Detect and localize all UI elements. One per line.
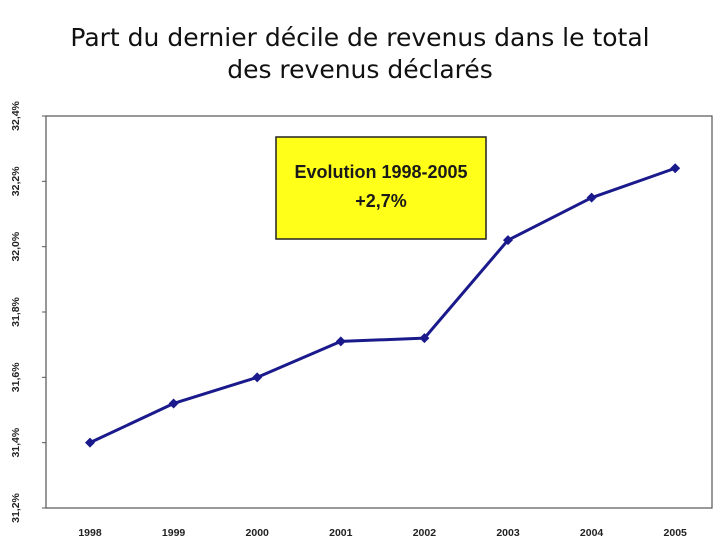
data-point-marker (252, 372, 263, 383)
series-markers (85, 163, 681, 448)
data-point-marker (586, 192, 597, 203)
x-tick-label: 1999 (162, 527, 186, 539)
y-tick-label: 32,0% (10, 231, 22, 261)
data-point-marker (503, 235, 513, 246)
x-axis-ticks: 1998 1999 2000 2001 2002 2003 2004 2005 (78, 527, 687, 539)
title-line-1: Part du dernier décile de revenus dans l… (70, 23, 650, 52)
x-tick-label: 2002 (413, 527, 437, 539)
x-tick-label: 1998 (78, 527, 102, 539)
y-tick-label: 31,8% (10, 296, 22, 326)
data-point-marker (335, 336, 346, 347)
data-point-marker (85, 437, 95, 448)
annotation-background (275, 136, 487, 240)
y-tick-label: 32,2% (10, 166, 22, 196)
x-tick-label: 2003 (496, 527, 520, 539)
series-line (89, 166, 676, 445)
x-tick-label: 2004 (580, 527, 604, 539)
y-tick-label: 31,4% (10, 427, 22, 457)
annotation-box: Evolution 1998-2005 +2,7% (275, 136, 487, 240)
title-line-2: des revenus déclarés (227, 55, 493, 84)
x-tick-label: 2005 (664, 527, 688, 539)
annotation-line-1: Evolution 1998-2005 (294, 162, 467, 182)
y-axis-ticks: 31,2% 31,4% 31,6% 31,8% 32,0% 32,2% 32,4% (10, 100, 46, 523)
y-tick-label: 31,2% (10, 492, 22, 522)
data-point-marker (419, 333, 430, 344)
annotation-line-2: +2,7% (355, 191, 407, 211)
y-tick-label: 31,6% (10, 362, 22, 392)
chart-title: Part du dernier décile de revenus dans l… (0, 22, 720, 86)
x-tick-label: 2000 (246, 527, 270, 539)
y-tick-label: 32,4% (10, 100, 22, 130)
data-point-marker (670, 163, 681, 174)
data-point-marker (168, 398, 179, 409)
x-tick-label: 2001 (329, 527, 353, 539)
